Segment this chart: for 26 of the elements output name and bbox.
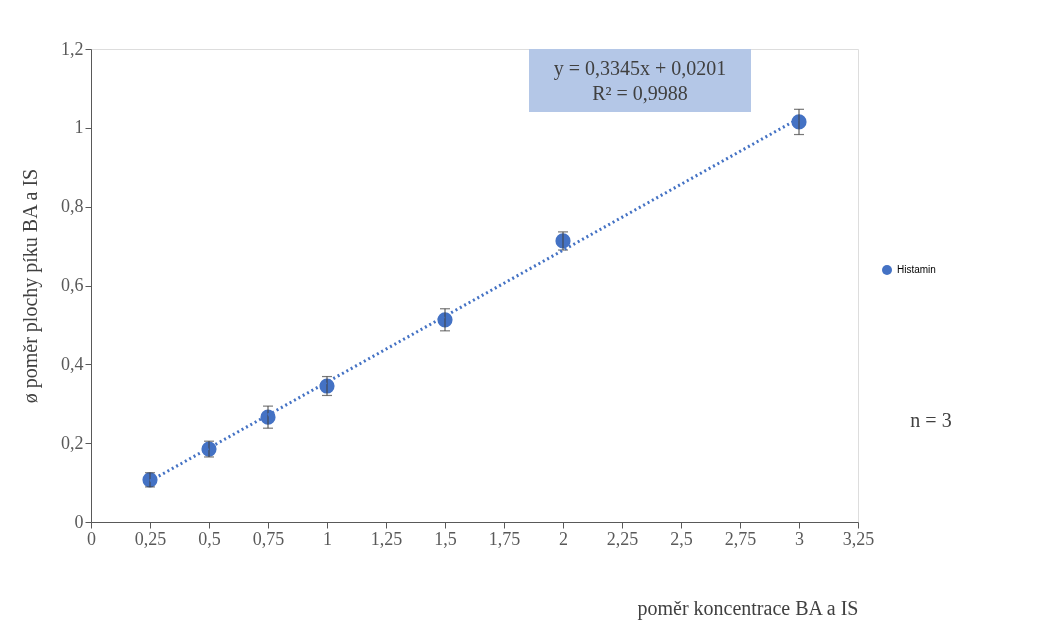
y-tick-label: 1: [74, 117, 84, 138]
x-axis-title: poměr koncentrace BA a IS: [637, 596, 859, 620]
x-tick-label: 1: [323, 528, 332, 549]
legend-label: Histamin: [897, 264, 936, 275]
x-tick-label: 2,5: [670, 528, 693, 549]
y-tick-label: 1,2: [61, 38, 84, 59]
x-tick-label: 1,75: [488, 528, 521, 549]
y-tick-label: 0,8: [61, 196, 84, 217]
x-tick-label: 1,5: [434, 528, 457, 549]
y-tick-label: 0,6: [61, 275, 84, 295]
x-tick-label: 3: [795, 528, 804, 549]
x-tick-label: 2: [559, 528, 568, 549]
annotation: y = 0,3345x + 0,0201: [553, 57, 727, 80]
x-tick-label: 3,25: [842, 528, 875, 549]
x-tick-label: 2,75: [724, 528, 757, 549]
y-axis-title: ø poměr plochy píku BA a IS: [19, 168, 42, 404]
x-tick-label: 0,25: [134, 528, 167, 549]
y-tick-label: 0,4: [61, 353, 84, 374]
x-tick-label: 0,5: [198, 528, 221, 549]
y-tick-label: 0,2: [61, 432, 84, 453]
x-tick-label: 1,25: [370, 528, 403, 549]
x-tick-label: 2,25: [606, 528, 639, 549]
text: n = 3: [910, 409, 952, 431]
annotation: R² = 0,9988: [592, 82, 688, 104]
y-tick-label: 0: [74, 511, 84, 532]
x-tick-label: 0,75: [252, 528, 285, 549]
